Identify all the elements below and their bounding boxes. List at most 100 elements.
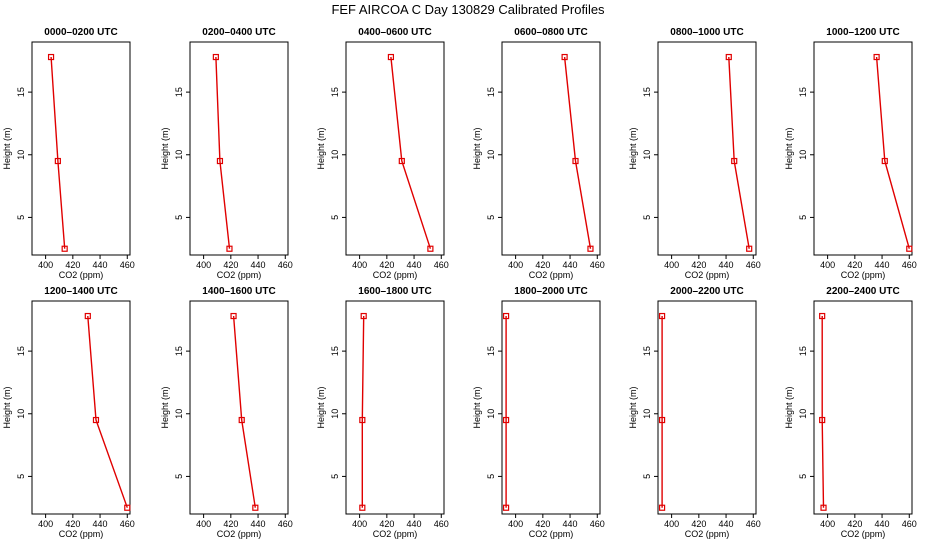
y-tick-label: 15 <box>330 346 340 356</box>
data-point <box>359 504 366 511</box>
profile-line <box>390 56 432 249</box>
x-tick-label: 400 <box>38 260 53 270</box>
x-axis-label: CO2 (ppm) <box>529 270 574 280</box>
x-tick-label: 400 <box>196 260 211 270</box>
data-point <box>61 245 68 252</box>
panel-frame <box>345 41 445 256</box>
x-tick-label: 460 <box>278 519 293 529</box>
y-tick-label: 10 <box>330 409 340 419</box>
x-tick-label: 400 <box>196 519 211 529</box>
y-axis-label: Height (m) <box>2 127 12 169</box>
data-point <box>252 504 259 511</box>
y-tick-label: 5 <box>486 474 496 479</box>
x-tick-label: 420 <box>379 519 394 529</box>
x-tick-label: 460 <box>278 260 293 270</box>
x-axis-label: CO2 (ppm) <box>841 270 886 280</box>
y-tick-label: 5 <box>330 215 340 220</box>
y-tick-label: 5 <box>330 474 340 479</box>
data-point <box>226 245 233 252</box>
panel-frame <box>501 41 601 256</box>
x-tick-label: 400 <box>664 519 679 529</box>
x-tick-label: 440 <box>563 519 578 529</box>
x-tick-label: 460 <box>746 519 761 529</box>
panel-title: 1400–1600 UTC <box>202 286 275 297</box>
x-tick-label: 400 <box>508 519 523 529</box>
x-tick-label: 420 <box>223 260 238 270</box>
data-point <box>502 312 510 320</box>
y-tick-label: 5 <box>642 215 652 220</box>
profile-line <box>875 56 910 249</box>
data-point <box>572 157 579 165</box>
x-tick-label: 460 <box>120 519 135 529</box>
profile-line <box>87 315 128 508</box>
x-axis-label: CO2 (ppm) <box>685 529 730 539</box>
data-point <box>54 157 61 165</box>
x-tick-label: 440 <box>93 260 108 270</box>
x-tick-label: 400 <box>38 519 53 529</box>
x-tick-label: 440 <box>875 519 890 529</box>
y-tick-label: 15 <box>798 87 808 97</box>
y-tick-label: 15 <box>330 87 340 97</box>
data-point <box>873 53 880 61</box>
panel-title: 1200–1400 UTC <box>44 286 117 297</box>
data-point <box>360 312 367 320</box>
data-point <box>881 157 888 165</box>
x-tick-label: 420 <box>65 260 80 270</box>
data-point <box>658 416 666 424</box>
y-tick-label: 15 <box>642 87 652 97</box>
panel-title: 2000–2200 UTC <box>670 286 743 297</box>
y-tick-label: 5 <box>174 474 184 479</box>
y-tick-label: 10 <box>798 409 808 419</box>
y-tick-label: 10 <box>330 150 340 160</box>
y-tick-label: 15 <box>486 346 496 356</box>
y-tick-label: 15 <box>486 87 496 97</box>
profile-line <box>728 56 750 249</box>
data-point <box>47 53 55 61</box>
x-axis-label: CO2 (ppm) <box>217 270 262 280</box>
y-axis-label: Height (m) <box>160 386 170 428</box>
panel-frame <box>813 41 913 256</box>
data-point <box>359 416 366 424</box>
x-axis-label: CO2 (ppm) <box>59 529 104 539</box>
data-point <box>746 245 753 252</box>
chart-title: FEF AIRCOA C Day 130829 Calibrated Profi… <box>331 2 605 17</box>
panel-title: 1800–2000 UTC <box>514 286 587 297</box>
x-tick-label: 460 <box>902 260 917 270</box>
data-point <box>212 53 219 61</box>
data-point <box>731 157 738 165</box>
x-tick-label: 440 <box>719 260 734 270</box>
y-axis-label: Height (m) <box>472 127 482 169</box>
x-tick-label: 440 <box>93 519 108 529</box>
x-tick-label: 420 <box>847 260 862 270</box>
data-point <box>658 312 666 320</box>
data-point <box>84 312 91 320</box>
data-point <box>427 245 434 252</box>
profile-line <box>361 315 365 508</box>
x-tick-label: 400 <box>820 519 835 529</box>
y-tick-label: 10 <box>174 150 184 160</box>
data-point <box>230 312 237 320</box>
x-tick-label: 400 <box>352 519 367 529</box>
panel-title: 2200–2400 UTC <box>826 286 899 297</box>
y-axis-label: Height (m) <box>628 127 638 169</box>
x-tick-label: 420 <box>379 260 394 270</box>
y-tick-label: 10 <box>174 409 184 419</box>
y-tick-label: 10 <box>798 150 808 160</box>
x-tick-label: 420 <box>535 519 550 529</box>
data-point <box>238 416 245 424</box>
x-tick-label: 400 <box>508 260 523 270</box>
panel-title: 0600–0800 UTC <box>514 27 587 38</box>
panel-title: 0400–0600 UTC <box>358 27 431 38</box>
y-tick-label: 15 <box>174 87 184 97</box>
panel-title: 1600–1800 UTC <box>358 286 431 297</box>
x-tick-label: 400 <box>664 260 679 270</box>
x-tick-label: 400 <box>352 260 367 270</box>
data-point <box>658 504 666 511</box>
x-tick-label: 460 <box>434 260 449 270</box>
panel-title: 0200–0400 UTC <box>202 27 275 38</box>
data-point <box>502 504 510 511</box>
y-tick-label: 10 <box>16 409 26 419</box>
data-point <box>587 245 594 252</box>
profile-line <box>215 56 231 249</box>
data-point <box>124 504 131 511</box>
